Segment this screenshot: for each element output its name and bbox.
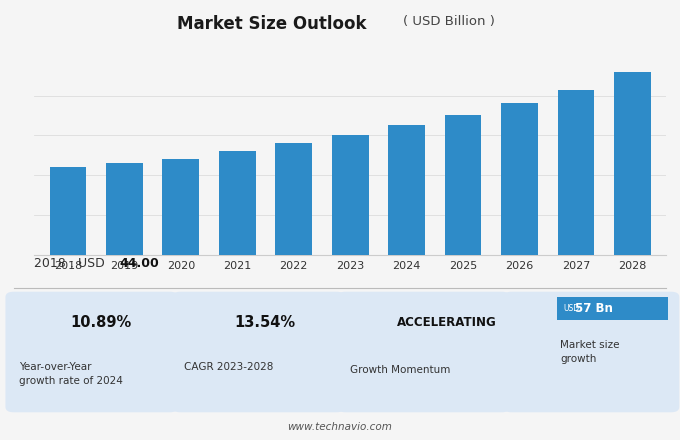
Bar [33,323,39,337]
Text: Market Size Outlook: Market Size Outlook [177,15,367,33]
Bar [187,328,193,337]
Text: 2018 : USD: 2018 : USD [34,257,109,271]
Text: 13.54%: 13.54% [235,315,296,330]
Bar [332,136,369,255]
Bar [541,359,551,396]
Text: growth rate of 2024: growth rate of 2024 [19,376,123,385]
Text: www.technavio.com: www.technavio.com [288,422,392,432]
Text: 44.00: 44.00 [119,257,158,271]
Bar [106,163,143,255]
Bar [275,143,312,255]
Bar [43,319,49,337]
Bar [197,323,203,337]
Bar [219,151,256,255]
Bar [207,319,214,337]
Text: growth: growth [560,354,596,363]
Bar [22,328,29,337]
Text: 10.89%: 10.89% [70,315,131,330]
Bar [445,115,481,255]
Text: ACCELERATING: ACCELERATING [396,315,496,329]
Bar [218,314,224,337]
Text: USD: USD [564,304,580,313]
Text: 57 Bn: 57 Bn [575,302,613,315]
Text: ( USD Billion ): ( USD Billion ) [403,15,495,29]
Bar [50,167,86,255]
Text: Year-over-Year: Year-over-Year [19,363,92,372]
Bar [501,103,538,255]
Text: Market size: Market size [560,341,619,350]
Bar [163,159,199,255]
Bar [53,314,59,337]
Bar [388,125,425,255]
Text: CAGR 2023-2028: CAGR 2023-2028 [184,363,273,372]
Text: Growth Momentum: Growth Momentum [350,365,450,374]
Bar [521,359,530,396]
Bar [558,89,594,255]
Bar [614,72,651,255]
Bar [541,325,551,359]
